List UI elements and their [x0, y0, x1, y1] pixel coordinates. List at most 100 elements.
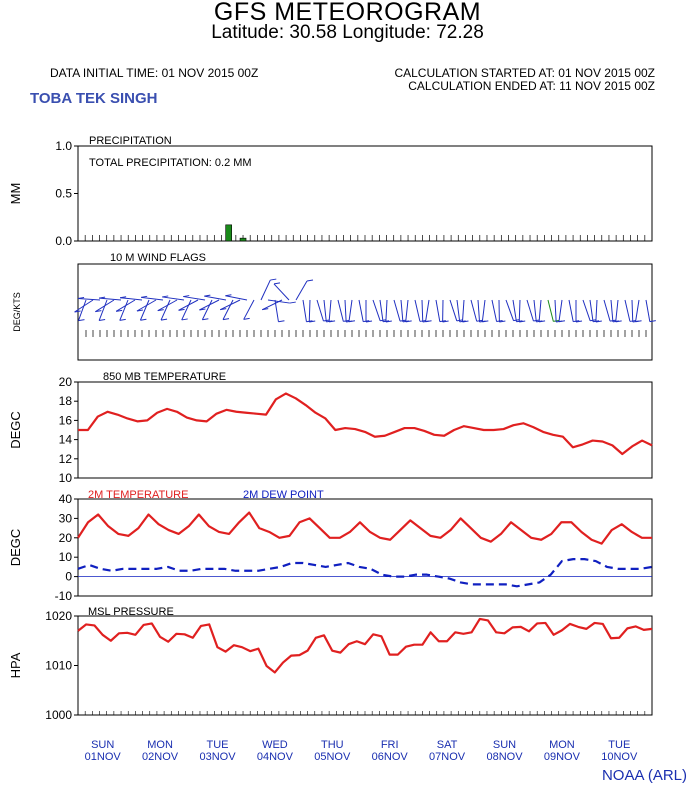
precip-bar: [225, 224, 232, 242]
y-tick-label: 18: [59, 394, 73, 408]
wind-barb: [400, 299, 404, 322]
wind-barb: [181, 299, 192, 321]
wind-barb-flag: [635, 320, 642, 323]
day-date: 05NOV: [314, 751, 351, 763]
wind-barb-flag: [95, 310, 102, 313]
wind-barb-flag: [309, 320, 316, 323]
y-tick-label: 0: [65, 570, 72, 584]
wind-barb: [582, 299, 591, 321]
wind-barb: [344, 299, 347, 322]
wind-barb-flag: [202, 318, 209, 321]
day-name: MON: [147, 739, 173, 751]
wind-barb: [225, 295, 248, 301]
wind-barb-flag: [278, 320, 285, 323]
wind-barb: [372, 299, 381, 321]
wind-barb: [505, 299, 514, 321]
wind-barb: [456, 299, 461, 322]
day-name: SAT: [437, 739, 458, 751]
wind-barb: [178, 299, 199, 311]
msl-title: MSL PRESSURE: [88, 606, 174, 618]
y-axis-label: DEGC: [8, 529, 23, 567]
wind-barb: [615, 299, 619, 322]
wind-barb: [262, 299, 283, 311]
y-tick-label: 20: [59, 375, 73, 389]
wind-barb: [295, 280, 308, 301]
wind-barb-flag: [482, 320, 489, 323]
wind-barb: [477, 299, 481, 322]
precip-total-annotation: TOTAL PRECIPITATION: 0.2 MM: [89, 157, 252, 169]
y-tick-label: 14: [59, 433, 73, 447]
wind-barb-flag: [116, 309, 123, 312]
wind-barb-flag: [289, 301, 296, 304]
wind-barb-flag: [273, 282, 281, 285]
wind-barb: [610, 299, 614, 322]
wind-barb: [99, 297, 122, 301]
wind-barb-flag: [162, 295, 169, 298]
wind-barb: [603, 299, 611, 322]
day-name: TUE: [608, 739, 630, 751]
wind-barb: [120, 297, 143, 301]
wind-axis-label: DEG/KTS: [12, 292, 22, 332]
wind-barb: [645, 299, 651, 322]
day-name: SUN: [91, 739, 114, 751]
wind-barb-flag: [157, 309, 164, 312]
wind-barb: [337, 299, 344, 322]
wind-barb-flag: [615, 320, 622, 323]
wind-barb: [201, 299, 213, 320]
wind-barb: [631, 299, 634, 323]
y-tick-label: 1010: [45, 659, 72, 673]
chart-title: GFS METEOROGRAM: [213, 0, 482, 26]
y-axis-label: DEGC: [8, 411, 23, 449]
wind-barb: [243, 299, 255, 320]
day-date: 03NOV: [199, 751, 236, 763]
y-tick-label: 12: [59, 452, 73, 466]
location-label: TOBA TEK SINGH: [30, 90, 158, 107]
wind-barb: [78, 297, 101, 301]
wind-barb-flag: [199, 308, 206, 311]
wind-barb: [220, 299, 241, 311]
panel-frame-2: [77, 263, 653, 361]
wind-barb: [316, 299, 324, 322]
wind-barb-flag: [136, 309, 144, 312]
y-tick-label: 1020: [45, 609, 72, 623]
series-line-1: [78, 392, 653, 456]
wind-barb: [554, 299, 557, 322]
wind-barb-flag: [99, 296, 106, 299]
series-line-1: [77, 511, 652, 545]
wind-title: 10 M WIND FLAGS: [110, 252, 206, 264]
wind-barb-flag: [222, 318, 230, 321]
wind-barb-flag: [348, 320, 356, 323]
y-tick-label: 16: [59, 413, 73, 427]
day-date: 08NOV: [486, 751, 523, 763]
wind-barb: [393, 299, 401, 322]
wind-barb-flag: [99, 319, 106, 322]
wind-barb: [308, 299, 311, 323]
legend-2m-dewpoint: 2M DEW POINT: [243, 489, 324, 501]
day-name: THU: [321, 739, 344, 751]
credit-label: NOAA (ARL): [601, 767, 687, 784]
wind-barb: [115, 299, 136, 312]
y-tick-label: 0.5: [55, 187, 72, 201]
wind-barb: [199, 299, 220, 311]
wind-barb: [348, 299, 353, 322]
wind-barb-flag: [120, 296, 127, 299]
wind-barb-flag: [183, 295, 190, 298]
wind-barb: [518, 299, 521, 323]
wind-barb-flag: [178, 308, 185, 311]
wind-barb: [302, 299, 307, 322]
wind-barb: [358, 299, 364, 322]
chart-subtitle: Latitude: 30.58 Longitude: 72.28: [211, 22, 484, 43]
wind-barb-flag: [405, 320, 412, 323]
temp850-title: 850 MB TEMPERATURE: [103, 371, 226, 383]
wind-barb: [379, 299, 384, 322]
y-tick-label: 30: [59, 511, 73, 525]
day-name: TUE: [207, 739, 229, 751]
day-date: 04NOV: [257, 751, 294, 763]
wind-barb: [74, 299, 94, 313]
day-date: 07NOV: [429, 751, 466, 763]
wind-barb-flag: [225, 294, 232, 297]
wind-barb-flag: [575, 320, 583, 323]
wind-barb: [512, 299, 517, 322]
wind-barb: [405, 299, 409, 322]
